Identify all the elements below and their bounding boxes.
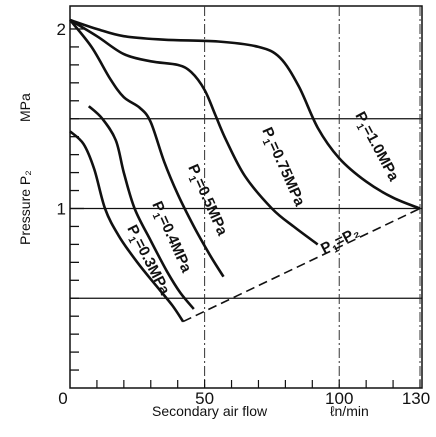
- y-minor-ticks: [70, 28, 84, 371]
- x-tick-label: 100: [325, 389, 353, 408]
- series-line-0: [69, 18, 421, 210]
- y-tick-label: 2: [57, 20, 66, 39]
- x-axis-label: Secondary air flow: [152, 403, 268, 419]
- plot-frame: [69, 5, 423, 389]
- curve-labels: P1=1.0MPaP1=0.75MPaP1=0.5MPaP1=0.4MPaP1=…: [123, 109, 402, 298]
- vertical-gridlines: [204, 6, 421, 388]
- horizontal-gridlines: [70, 118, 422, 299]
- series-line-4: [69, 130, 185, 323]
- x-axis-title: Secondary air flow: [152, 403, 268, 419]
- boundary-line: [182, 207, 421, 323]
- x-minor-ticks: [96, 380, 421, 388]
- series-line-1: [69, 18, 319, 246]
- x-tick-label: 130: [402, 389, 430, 408]
- y-axis-title: Pressure P₂: [17, 170, 33, 245]
- y-axis-unit: MPa: [17, 93, 33, 122]
- series-line-3: [87, 105, 195, 310]
- series-label-2: P1=0.5MPa: [182, 162, 231, 240]
- boundary-group: [182, 207, 421, 323]
- x-tick-label: 50: [195, 389, 214, 408]
- curve-group: [68, 18, 421, 323]
- boundary-label: P1=P₂: [318, 224, 364, 260]
- series-line-2: [68, 19, 225, 278]
- y-tick-labels: 12: [57, 20, 66, 219]
- x-axis-unit: ℓn/min: [330, 403, 369, 419]
- y-tick-label: 1: [57, 199, 66, 218]
- x-tick-labels: 0 50 100 130: [58, 389, 430, 408]
- x-tick-label: 0: [58, 389, 67, 408]
